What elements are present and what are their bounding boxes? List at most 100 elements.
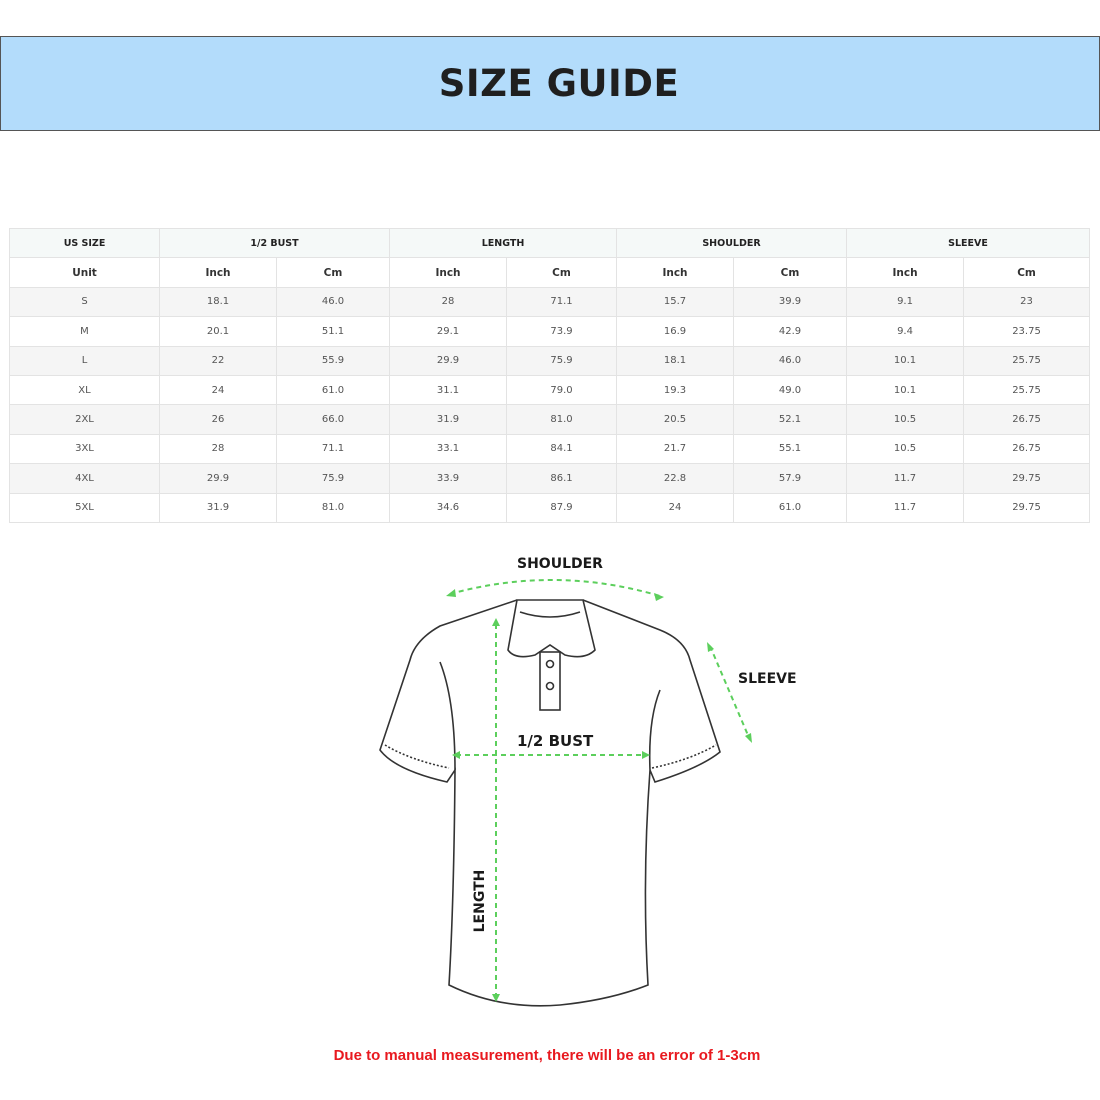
unit-header: Unit [9,257,160,288]
table-cell: 34.6 [389,492,507,523]
table-cell: 29.1 [389,316,507,347]
table-cell: 28 [389,286,507,318]
table-cell: 71.1 [276,433,390,465]
table-cell: 15.7 [616,286,734,318]
table-row: 5XL 31.9 81.0 34.6 87.9 24 61.0 11.7 29.75 [9,492,1091,523]
group-header: 1/2 BUST [159,227,390,259]
table-cell: 73.9 [506,316,617,347]
table-cell: 84.1 [506,433,617,465]
table-cell: 9.4 [846,316,965,347]
table-row: M 20.1 51.1 29.1 73.9 16.9 42.9 9.4 23.75 [9,316,1091,347]
table-cell: 22.8 [616,463,734,494]
shoulder-label: SHOULDER [517,556,603,572]
table-cell: 24 [159,374,277,406]
table-cell: 61.0 [732,492,848,523]
group-header: SLEEVE [846,227,1091,259]
measurement-arrows [449,579,751,998]
unit-header: Cm [276,257,390,288]
table-cell: 26 [159,404,277,435]
unit-header: Inch [389,257,507,288]
group-header-row: US SIZE 1/2 BUST LENGTH SHOULDER SLEEVE [9,227,1091,259]
table-cell: 18.1 [616,345,734,376]
shoulder-arrow [449,579,661,597]
title-banner: SIZE GUIDE [0,36,1100,131]
table-cell: 29.9 [389,345,507,376]
group-header: US SIZE [9,227,160,259]
table-row: 2XL 26 66.0 31.9 81.0 20.5 52.1 10.5 26.75 [9,404,1091,435]
table-cell: 39.9 [732,286,848,318]
table-cell: 23 [963,286,1091,318]
table-cell: 21.7 [616,433,734,465]
table-row: S 18.1 46.0 28 71.1 15.7 39.9 9.1 23 [9,286,1091,318]
table-cell: 81.0 [276,492,390,523]
table-cell: 10.1 [846,345,965,376]
size-table: US SIZE 1/2 BUST LENGTH SHOULDER SLEEVE Unit I… [9,227,1091,523]
length-label: LENGTH [472,869,488,933]
table-row: XL 24 61.0 31.1 79.0 19.3 49.0 10.1 25.75 [9,374,1091,406]
table-cell: 75.9 [506,345,617,376]
table-cell: 87.9 [506,492,617,523]
table-cell: 3XL [9,433,160,465]
table-cell: 22 [159,345,277,376]
table-cell: 28 [159,433,277,465]
measurement-note: Due to manual measurement, there will be… [333,1047,761,1064]
table-cell: 10.5 [846,433,965,465]
table-cell: 26.75 [963,404,1091,435]
table-cell: 20.5 [616,404,734,435]
table-cell: 4XL [9,463,160,494]
group-header: LENGTH [389,227,617,259]
table-cell: 25.75 [963,374,1091,406]
table-cell: 81.0 [506,404,617,435]
table-cell: 51.1 [276,316,390,347]
table-cell: 71.1 [506,286,617,318]
table-cell: 55.9 [276,345,390,376]
group-header: SHOULDER [615,227,848,259]
unit-header: Inch [616,257,734,288]
table-cell: 42.9 [732,316,848,347]
page-title: SIZE GUIDE [438,62,680,105]
table-cell: 66.0 [276,404,390,435]
table-cell: 29.75 [963,492,1091,523]
unit-header: Cm [963,257,1091,288]
table-cell: 33.1 [389,433,507,465]
table-cell: 79.0 [506,374,617,406]
table-cell: 18.1 [159,286,277,318]
table-cell: 49.0 [732,374,848,406]
table-cell: 5XL [9,492,160,523]
table-cell: 29.9 [159,463,277,494]
shirt-outline [379,599,721,1007]
table-cell: 86.1 [506,463,617,494]
unit-header-row: Unit Inch Cm Inch Cm Inch Cm Inch Cm [9,257,1091,288]
table-cell: 46.0 [732,345,848,376]
table-cell: 25.75 [963,345,1091,376]
bust-label: 1/2 BUST [517,732,594,750]
table-cell: 29.75 [963,463,1091,494]
table-cell: 11.7 [846,463,965,494]
table-cell: 19.3 [616,374,734,406]
table-cell: 31.1 [389,374,507,406]
table-cell: 2XL [9,404,160,435]
table-cell: 31.9 [389,404,507,435]
table-cell: 61.0 [276,374,390,406]
table-cell: 20.1 [159,316,277,347]
sleeve-arrow [709,645,751,741]
table-cell: 10.5 [846,404,965,435]
table-row: 3XL 28 71.1 33.1 84.1 21.7 55.1 10.5 26.75 [9,433,1091,465]
table-cell: 33.9 [389,463,507,494]
table-cell: 46.0 [276,286,390,318]
table-cell: 9.1 [846,286,965,318]
unit-header: Inch [159,257,277,288]
unit-header: Inch [846,257,965,288]
table-cell: 75.9 [276,463,390,494]
table-cell: 55.1 [732,433,848,465]
table-cell: XL [9,374,160,406]
table-cell: 23.75 [963,316,1091,347]
table-cell: 57.9 [732,463,848,494]
table-row: L 22 55.9 29.9 75.9 18.1 46.0 10.1 25.75 [9,345,1091,376]
unit-header: Cm [732,257,848,288]
table-cell: L [9,345,160,376]
table-cell: 16.9 [616,316,734,347]
table-cell: 26.75 [963,433,1091,465]
table-cell: 52.1 [732,404,848,435]
